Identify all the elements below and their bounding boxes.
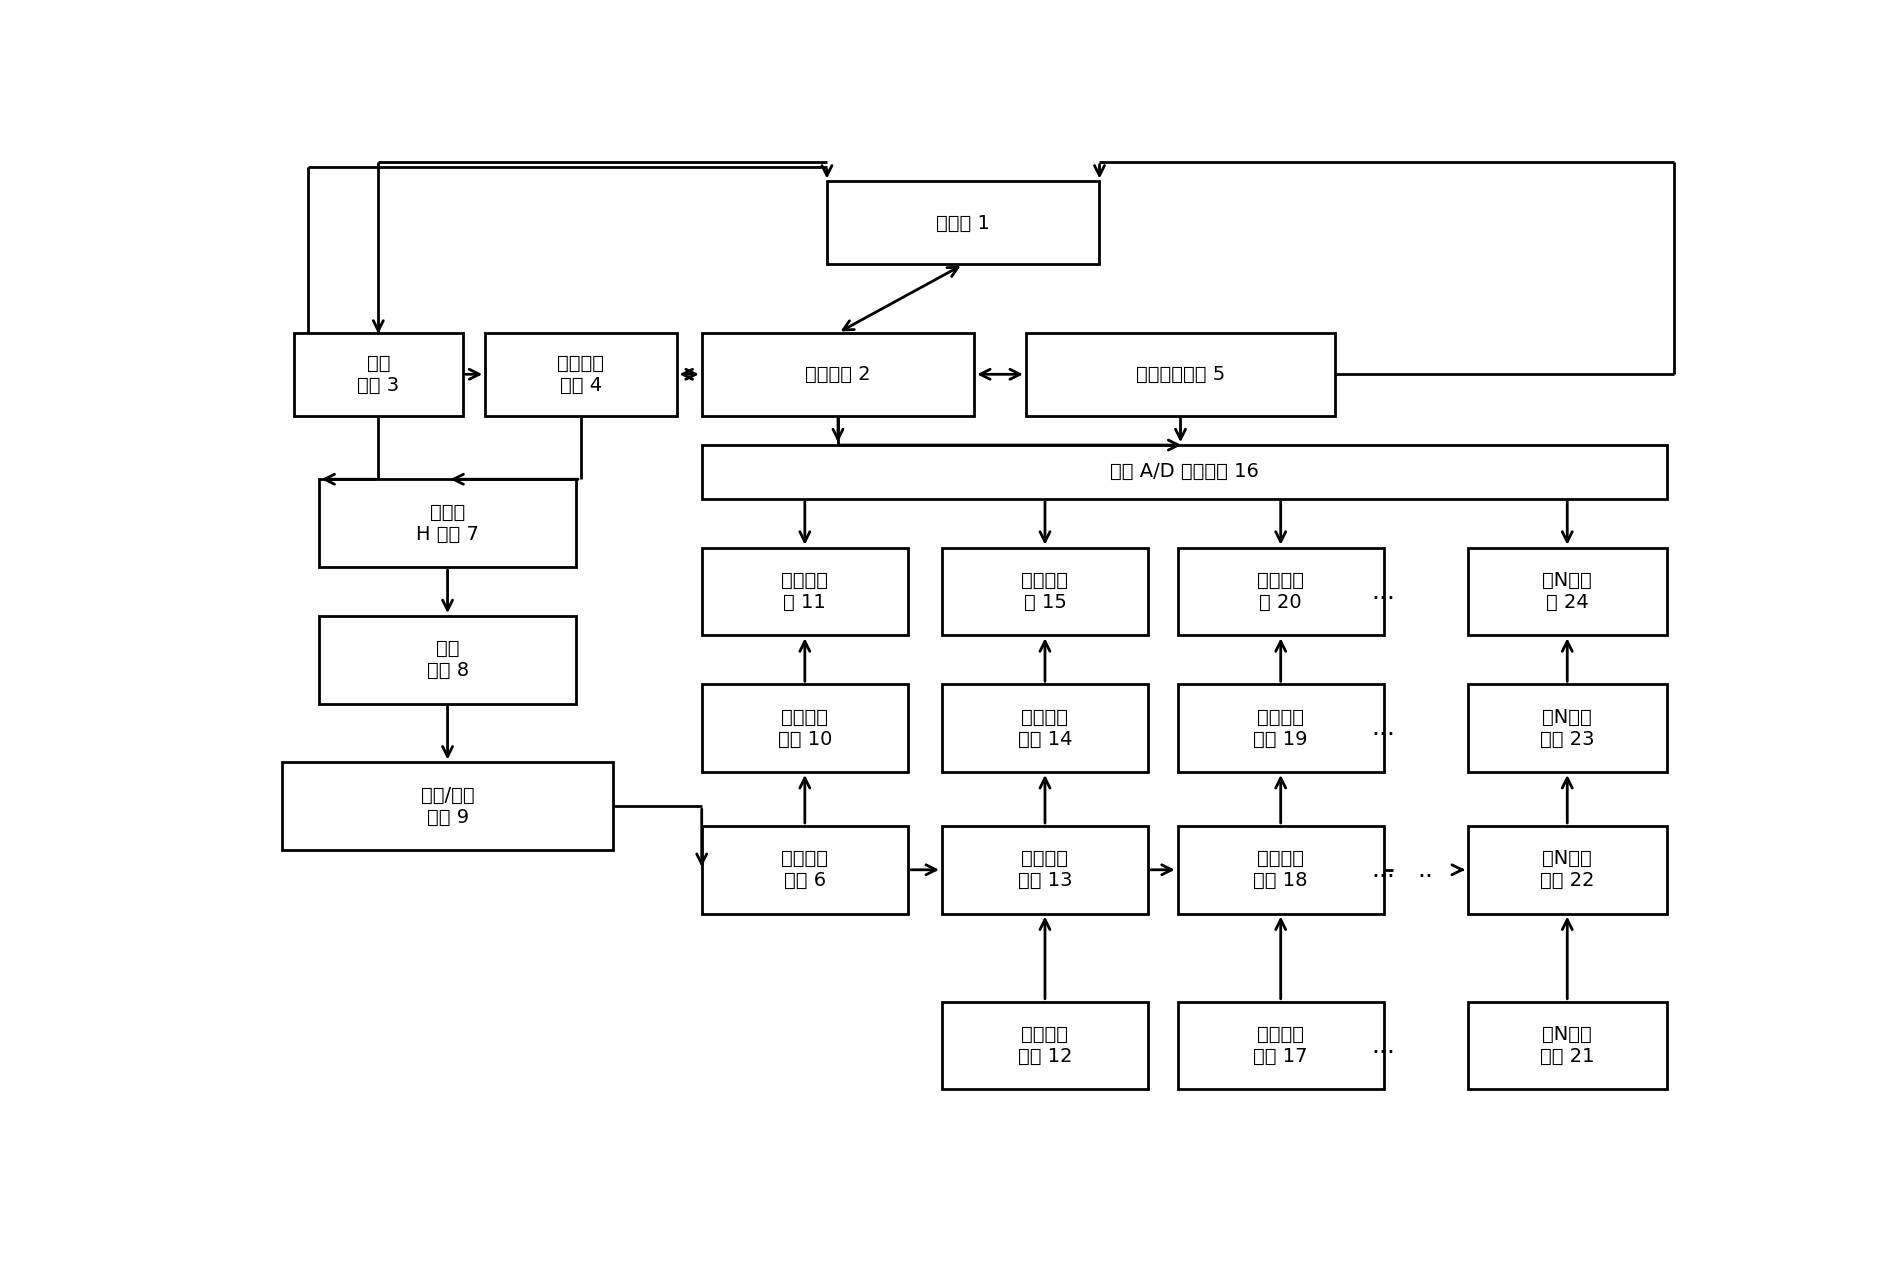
- Text: 信号调理
电路 10: 信号调理 电路 10: [778, 708, 833, 748]
- Text: 第一切换
开关 13: 第一切换 开关 13: [1017, 850, 1072, 890]
- Text: 控制系统 2: 控制系统 2: [806, 365, 871, 384]
- Bar: [827, 181, 1099, 265]
- Bar: [1177, 825, 1384, 914]
- Text: ...: ...: [1373, 579, 1395, 604]
- Text: 第N调理
电路 23: 第N调理 电路 23: [1540, 708, 1595, 748]
- Bar: [1177, 548, 1384, 635]
- Text: 发射控制
驱动 4: 发射控制 驱动 4: [557, 354, 605, 394]
- Text: 配谐
电容 8: 配谐 电容 8: [426, 639, 470, 681]
- Bar: [701, 548, 909, 635]
- Bar: [1468, 685, 1667, 772]
- Text: 计算机 1: 计算机 1: [937, 213, 990, 232]
- Text: ..: ..: [1418, 857, 1433, 881]
- Bar: [701, 445, 1667, 498]
- Text: 第二调理
电路 19: 第二调理 电路 19: [1253, 708, 1308, 748]
- Text: 第N放大
器 24: 第N放大 器 24: [1542, 571, 1593, 612]
- Text: 大功率
H 桥路 7: 大功率 H 桥路 7: [416, 502, 479, 544]
- Text: 第一调理
电路 14: 第一调理 电路 14: [1017, 708, 1072, 748]
- Bar: [1468, 1002, 1667, 1089]
- Bar: [1468, 825, 1667, 914]
- Text: 收发切换
开关 6: 收发切换 开关 6: [781, 850, 829, 890]
- Text: 第二放大
器 20: 第二放大 器 20: [1257, 571, 1304, 612]
- Bar: [941, 1002, 1148, 1089]
- Bar: [281, 762, 614, 851]
- Text: 第二切换
开关 18: 第二切换 开关 18: [1253, 850, 1308, 890]
- Text: 发射/接收
线圈 9: 发射/接收 线圈 9: [420, 786, 475, 827]
- Text: ...: ...: [1373, 716, 1395, 741]
- Text: 第一放大
器 15: 第一放大 器 15: [1021, 571, 1068, 612]
- Bar: [701, 825, 909, 914]
- Text: 信号放大
器 11: 信号放大 器 11: [781, 571, 829, 612]
- Bar: [941, 685, 1148, 772]
- Bar: [941, 825, 1148, 914]
- Bar: [1177, 685, 1384, 772]
- Text: 第二参考
线圈 17: 第二参考 线圈 17: [1253, 1025, 1308, 1066]
- Bar: [1468, 548, 1667, 635]
- Bar: [319, 479, 576, 567]
- Text: ...: ...: [1373, 857, 1395, 881]
- Text: 接收控制单元 5: 接收控制单元 5: [1137, 365, 1224, 384]
- Text: 第N切换
开关 22: 第N切换 开关 22: [1540, 850, 1595, 890]
- Text: 第N参考
线圈 21: 第N参考 线圈 21: [1540, 1025, 1595, 1066]
- Bar: [1177, 1002, 1384, 1089]
- Bar: [293, 332, 464, 416]
- Bar: [701, 685, 909, 772]
- Text: 发射
电源 3: 发射 电源 3: [357, 354, 399, 394]
- Bar: [941, 548, 1148, 635]
- Bar: [701, 332, 975, 416]
- Text: 多路 A/D 采集单元 16: 多路 A/D 采集单元 16: [1110, 463, 1258, 482]
- Text: 第一参考
线圈 12: 第一参考 线圈 12: [1017, 1025, 1072, 1066]
- Text: ...: ...: [1373, 1033, 1395, 1058]
- Bar: [1027, 332, 1335, 416]
- Bar: [485, 332, 677, 416]
- Bar: [319, 616, 576, 704]
